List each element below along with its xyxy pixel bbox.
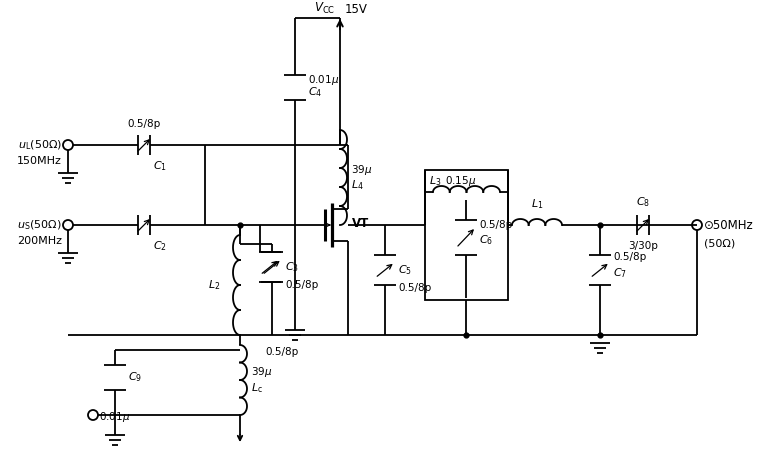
- Text: $C_7$: $C_7$: [613, 266, 627, 280]
- Text: $C_3$: $C_3$: [285, 260, 299, 274]
- Text: 0.5/8p: 0.5/8p: [265, 347, 299, 357]
- Text: 150MHz: 150MHz: [17, 156, 62, 166]
- Text: $C_6$: $C_6$: [479, 234, 493, 247]
- Text: ⊙50MHz: ⊙50MHz: [704, 219, 754, 231]
- Text: $L_2$: $L_2$: [208, 278, 220, 292]
- Text: $V_{\rm CC}$: $V_{\rm CC}$: [314, 1, 335, 16]
- Text: $C_8$: $C_8$: [636, 195, 650, 209]
- Text: 3/30p: 3/30p: [628, 241, 658, 251]
- Text: $C_4$: $C_4$: [308, 86, 322, 100]
- Text: 0.15$\mu$: 0.15$\mu$: [445, 174, 476, 188]
- Bar: [425, 170, 508, 300]
- Text: $C_9$: $C_9$: [128, 371, 142, 384]
- Text: $C_1$: $C_1$: [153, 159, 167, 173]
- Text: 0.5/8p: 0.5/8p: [613, 252, 647, 262]
- Text: $u_{\rm S}$(50Ω): $u_{\rm S}$(50Ω): [18, 218, 62, 232]
- Text: $L_1$: $L_1$: [531, 197, 543, 211]
- Text: 0.5/8p: 0.5/8p: [127, 119, 161, 129]
- Text: $C_5$: $C_5$: [398, 263, 412, 277]
- Text: 39$\mu$: 39$\mu$: [351, 163, 372, 176]
- Text: 39$\mu$: 39$\mu$: [251, 365, 273, 379]
- Text: $C_2$: $C_2$: [153, 239, 167, 253]
- Text: 0.01$\mu$: 0.01$\mu$: [308, 73, 339, 87]
- Text: $u_{\rm L}$(50Ω): $u_{\rm L}$(50Ω): [18, 138, 62, 152]
- Text: 200MHz: 200MHz: [17, 236, 62, 246]
- Text: 0.5/8p: 0.5/8p: [479, 219, 512, 229]
- Text: 0.5/8p: 0.5/8p: [285, 280, 318, 290]
- Text: $L_3$: $L_3$: [429, 174, 441, 188]
- Text: 15V: 15V: [345, 3, 368, 16]
- Text: (50Ω): (50Ω): [704, 238, 735, 248]
- Text: VT: VT: [352, 217, 369, 229]
- Text: 0.5/8p: 0.5/8p: [398, 283, 431, 293]
- Text: 0.01$\mu$: 0.01$\mu$: [100, 410, 131, 424]
- Text: $L_4$: $L_4$: [351, 179, 364, 192]
- Text: $L_{\rm c}$: $L_{\rm c}$: [251, 381, 263, 395]
